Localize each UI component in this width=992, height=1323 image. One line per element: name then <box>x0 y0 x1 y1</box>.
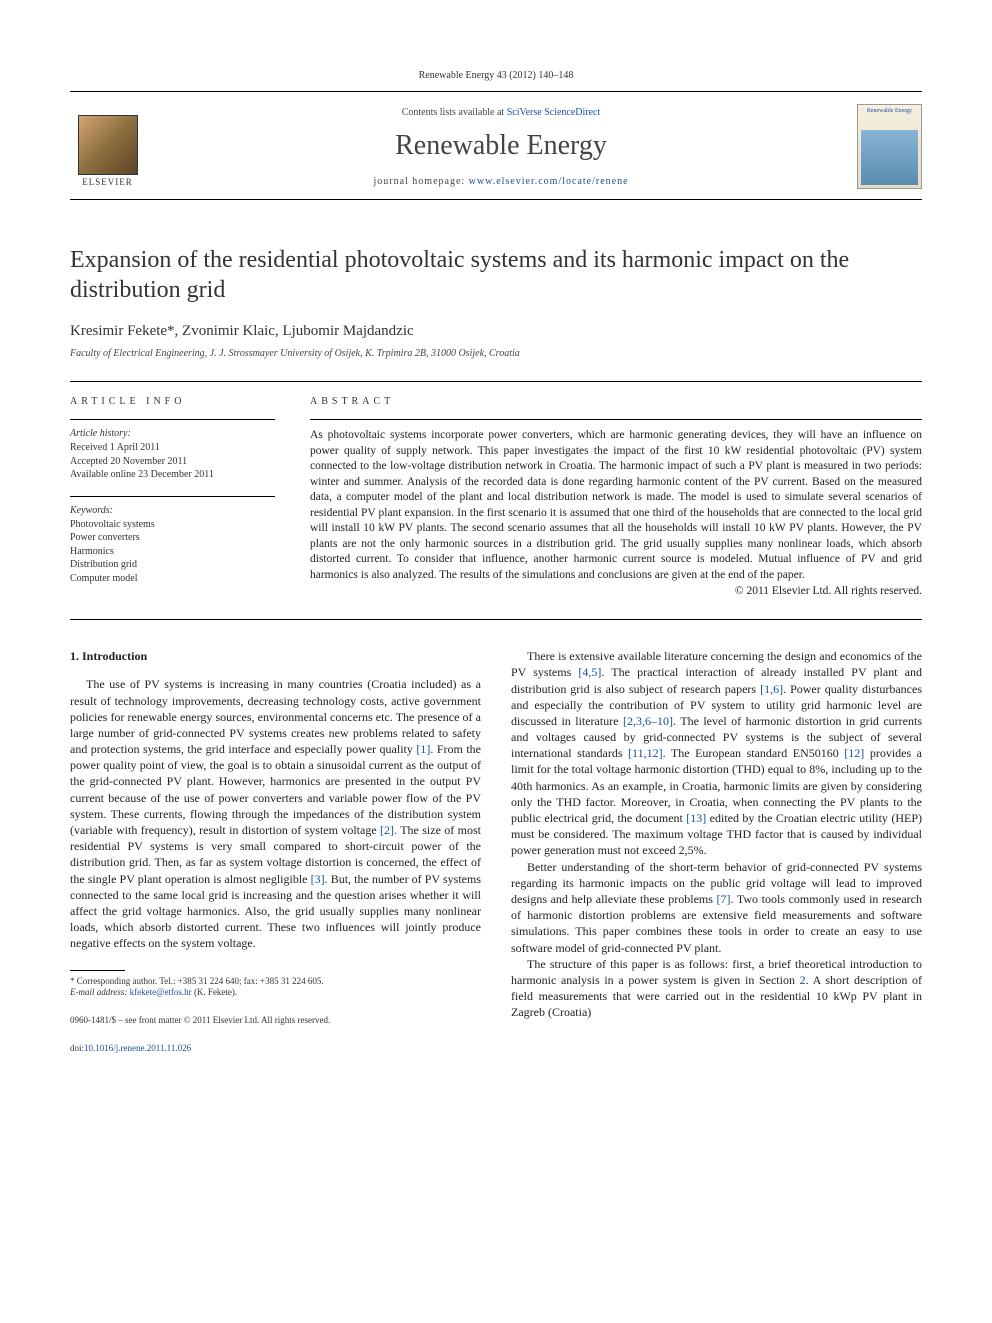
homepage-prefix: journal homepage: <box>373 176 468 187</box>
right-paragraph-2: Better understanding of the short-term b… <box>511 859 922 956</box>
divider-top <box>70 381 922 382</box>
ref-link[interactable]: [4,5] <box>578 665 601 679</box>
journal-cover-image-icon <box>861 130 918 185</box>
elsevier-logo: ELSEVIER <box>70 107 145 187</box>
ref-link[interactable]: [2] <box>380 823 394 837</box>
divider-mid <box>70 619 922 620</box>
ref-link[interactable]: [1] <box>416 742 430 756</box>
ref-link[interactable]: [11,12] <box>628 746 663 760</box>
received-date: Received 1 April 2011 <box>70 441 275 455</box>
article-info-label: ARTICLE INFO <box>70 396 275 407</box>
email-footnote: E-mail address: kfekete@etfos.hr (K. Fek… <box>70 987 481 999</box>
ref-link[interactable]: [1,6] <box>760 682 783 696</box>
corresponding-author-footnote: * Corresponding author. Tel.: +385 31 22… <box>70 976 481 988</box>
right-paragraph-3: The structure of this paper is as follow… <box>511 956 922 1021</box>
keyword-item: Power converters <box>70 531 275 545</box>
doi-link[interactable]: 10.1016/j.renene.2011.11.026 <box>84 1043 191 1053</box>
doi-prefix: doi: <box>70 1043 84 1053</box>
accepted-date: Accepted 20 November 2011 <box>70 455 275 469</box>
email-label: E-mail address: <box>70 987 130 997</box>
article-info-column: ARTICLE INFO Article history: Received 1… <box>70 396 275 597</box>
front-matter-line: 0960-1481/$ – see front matter © 2011 El… <box>70 1015 481 1027</box>
email-suffix: (K. Fekete). <box>192 987 237 997</box>
online-date: Available online 23 December 2011 <box>70 468 275 482</box>
info-abstract-row: ARTICLE INFO Article history: Received 1… <box>70 396 922 597</box>
history-label: Article history: <box>70 428 275 439</box>
keywords-block: Keywords: Photovoltaic systems Power con… <box>70 496 275 586</box>
body-columns: 1. Introduction The use of PV systems is… <box>70 648 922 1054</box>
homepage-line: journal homepage: www.elsevier.com/locat… <box>160 176 842 187</box>
journal-reference: Renewable Energy 43 (2012) 140–148 <box>70 70 922 81</box>
authors-line: Kresimir Fekete*, Zvonimir Klaic, Ljubom… <box>70 323 922 340</box>
sciencedirect-link[interactable]: SciVerse ScienceDirect <box>507 107 601 118</box>
intro-paragraph-1: The use of PV systems is increasing in m… <box>70 676 481 951</box>
body-column-right: There is extensive available literature … <box>511 648 922 1054</box>
abstract-label: ABSTRACT <box>310 396 922 407</box>
keyword-item: Distribution grid <box>70 558 275 572</box>
elsevier-tree-icon <box>78 115 138 175</box>
contents-available-line: Contents lists available at SciVerse Sci… <box>160 107 842 118</box>
footnote-separator <box>70 970 125 971</box>
article-history-block: Article history: Received 1 April 2011 A… <box>70 419 275 482</box>
doi-line: doi:10.1016/j.renene.2011.11.026 <box>70 1043 481 1055</box>
abstract-column: ABSTRACT As photovoltaic systems incorpo… <box>310 396 922 597</box>
right-paragraph-1: There is extensive available literature … <box>511 648 922 858</box>
article-title: Expansion of the residential photovoltai… <box>70 245 922 305</box>
page-root: Renewable Energy 43 (2012) 140–148 ELSEV… <box>0 0 992 1094</box>
keyword-item: Computer model <box>70 572 275 586</box>
journal-cover-thumbnail: Renewable Energy <box>857 104 922 189</box>
keyword-item: Photovoltaic systems <box>70 518 275 532</box>
ref-link[interactable]: [7] <box>717 892 731 906</box>
body-column-left: 1. Introduction The use of PV systems is… <box>70 648 481 1054</box>
journal-name: Renewable Energy <box>160 130 842 162</box>
email-link[interactable]: kfekete@etfos.hr <box>130 987 192 997</box>
abstract-copyright: © 2011 Elsevier Ltd. All rights reserved… <box>310 585 922 597</box>
introduction-heading: 1. Introduction <box>70 648 481 664</box>
ref-link[interactable]: [2,3,6–10] <box>623 714 673 728</box>
ref-link[interactable]: [3] <box>311 872 325 886</box>
journal-header-box: ELSEVIER Contents lists available at Sci… <box>70 91 922 200</box>
journal-cover-label: Renewable Energy <box>861 108 918 114</box>
header-center: Contents lists available at SciVerse Sci… <box>160 107 842 187</box>
keyword-item: Harmonics <box>70 545 275 559</box>
contents-prefix: Contents lists available at <box>402 107 507 118</box>
abstract-text: As photovoltaic systems incorporate powe… <box>310 419 922 583</box>
homepage-link[interactable]: www.elsevier.com/locate/renene <box>469 176 629 187</box>
elsevier-label: ELSEVIER <box>82 177 133 187</box>
ref-link[interactable]: [12] <box>844 746 864 760</box>
affiliation: Faculty of Electrical Engineering, J. J.… <box>70 348 922 359</box>
keywords-label: Keywords: <box>70 505 275 516</box>
ref-link[interactable]: [13] <box>686 811 706 825</box>
